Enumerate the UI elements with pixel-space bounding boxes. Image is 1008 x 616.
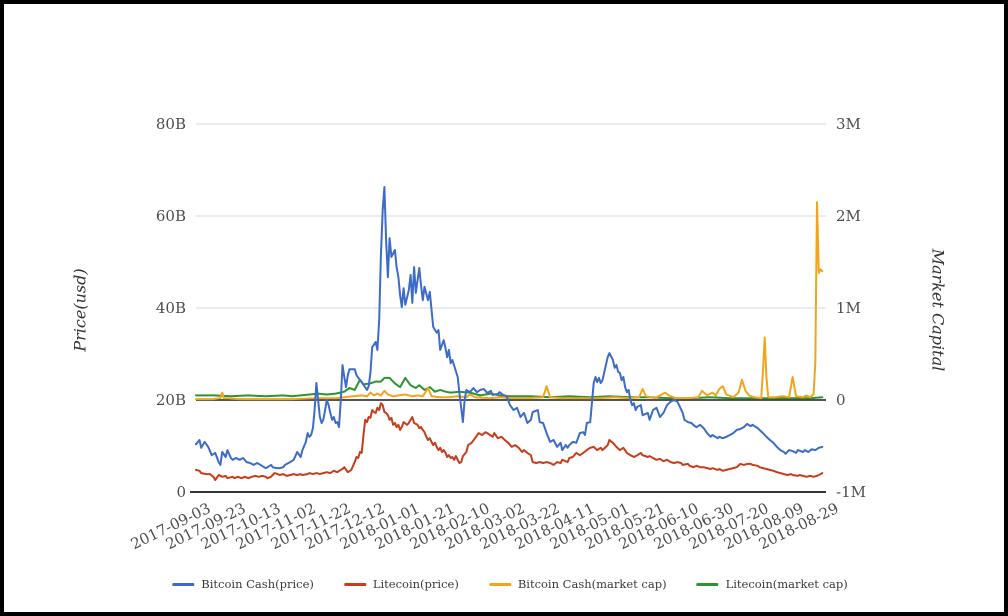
legend-line-swatch (696, 582, 719, 586)
y-axis-left-title: Price(usd) (70, 268, 90, 352)
legend-item: Litecoin(market cap) (696, 577, 848, 591)
legend-label: Bitcoin Cash(market cap) (517, 577, 667, 591)
legend-item: Litecoin(price) (343, 577, 459, 591)
right-y-tick-label: -1M (836, 483, 866, 501)
legend-line-swatch (343, 582, 366, 586)
left-y-tick-label: 20B (155, 391, 186, 409)
series-line-bitcoin-cash-price- (195, 186, 824, 470)
legend-label: Bitcoin Cash(price) (201, 577, 314, 591)
legend-label: Litecoin(price) (372, 577, 459, 591)
left-y-tick-label: 60B (155, 207, 186, 225)
y-axis-right-title: Market Capital (928, 248, 948, 372)
legend: Bitcoin Cash(price) Litecoin(price) Bitcoi… (172, 577, 848, 591)
left-y-tick-label: 80B (155, 115, 186, 133)
right-y-tick-label: 1M (836, 299, 861, 317)
legend-label: Litecoin(market cap) (725, 577, 848, 591)
right-y-tick-label: 3M (836, 115, 861, 133)
legend-line-swatch (488, 582, 511, 586)
legend-line-swatch (172, 582, 195, 586)
left-y-tick-label: 0 (176, 483, 186, 501)
legend-item: Bitcoin Cash(market cap) (488, 577, 667, 591)
right-y-tick-label: 2M (836, 207, 861, 225)
legend-item: Bitcoin Cash(price) (172, 577, 314, 591)
right-y-tick-label: 0 (836, 391, 846, 409)
left-y-tick-label: 40B (155, 299, 186, 317)
series-line-bitcoin-cash-market-cap- (195, 201, 824, 401)
series-line-litecoin-price- (195, 402, 824, 481)
